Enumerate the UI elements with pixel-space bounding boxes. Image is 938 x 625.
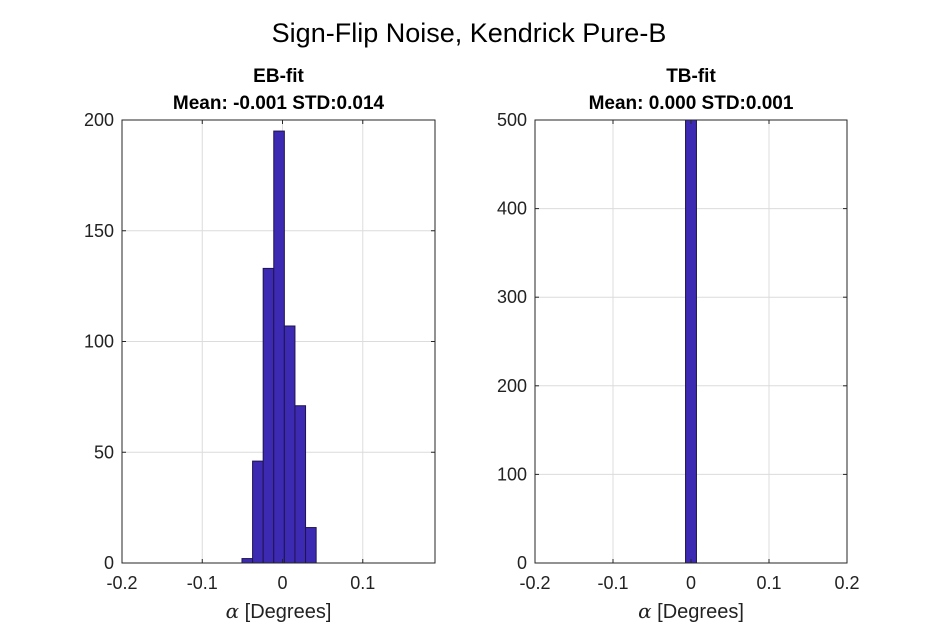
eb-histogram-bar bbox=[283, 325, 296, 564]
tb-xlabel: α [Degrees] bbox=[638, 599, 744, 623]
tb-ytick-label: 100 bbox=[497, 464, 527, 484]
eb-xlabel-symbol: α bbox=[226, 599, 240, 623]
eb-histogram-bar bbox=[241, 558, 254, 564]
eb-histogram-bar bbox=[262, 267, 275, 564]
tb-xlabel-text: [Degrees] bbox=[652, 601, 744, 623]
eb-ytick-label: 50 bbox=[94, 442, 114, 462]
tb-xtick-label: -0.1 bbox=[597, 573, 628, 593]
eb-histogram-bar bbox=[294, 405, 307, 564]
eb-xtick-label: 0.1 bbox=[350, 573, 375, 593]
eb-title-line1: EB-fit bbox=[253, 66, 304, 87]
eb-xtick-label: -0.2 bbox=[106, 573, 137, 593]
tb-ytick-label: 400 bbox=[497, 199, 527, 219]
tb-ytick-label: 0 bbox=[517, 553, 527, 573]
tb-title-line1: TB-fit bbox=[666, 66, 716, 87]
eb-xtick-label: -0.1 bbox=[187, 573, 218, 593]
tb-xtick-label: 0 bbox=[686, 573, 696, 593]
tb-xtick-label: 0.1 bbox=[756, 573, 781, 593]
tb-ytick-label: 200 bbox=[497, 376, 527, 396]
figure-suptitle: Sign-Flip Noise, Kendrick Pure-B bbox=[272, 18, 667, 48]
tb-ytick-label: 300 bbox=[497, 287, 527, 307]
tb-fit-panel: -0.2 -0.1 0 0.1 0.2 0 100 200 300 400 500 TB-fit Mea… bbox=[497, 66, 860, 623]
eb-ytick-label: 150 bbox=[84, 221, 114, 241]
eb-ytick-label: 100 bbox=[84, 332, 114, 352]
eb-histogram-bar bbox=[273, 130, 285, 564]
tb-xlabel-symbol: α bbox=[638, 599, 652, 623]
eb-ytick-label: 0 bbox=[104, 553, 114, 573]
eb-xlabel-text: [Degrees] bbox=[239, 601, 331, 623]
eb-histogram-bar bbox=[305, 527, 317, 564]
eb-title-line2: Mean: -0.001 STD:0.014 bbox=[173, 93, 385, 114]
eb-xtick-label: 0 bbox=[278, 573, 288, 593]
eb-fit-panel: -0.2 -0.1 0 0.1 0 50 100 150 200 EB-fit Mean: -0.0… bbox=[84, 66, 436, 623]
eb-ytick-label: 200 bbox=[84, 110, 114, 130]
tb-xtick-label: -0.2 bbox=[519, 573, 550, 593]
tb-histogram-bar bbox=[685, 119, 697, 564]
tb-xtick-label: 0.2 bbox=[834, 573, 859, 593]
tb-title-line2: Mean: 0.000 STD:0.001 bbox=[589, 93, 794, 114]
tb-ytick-label: 500 bbox=[497, 110, 527, 130]
eb-xlabel: α [Degrees] bbox=[226, 599, 332, 623]
eb-histogram-bar bbox=[252, 460, 264, 564]
